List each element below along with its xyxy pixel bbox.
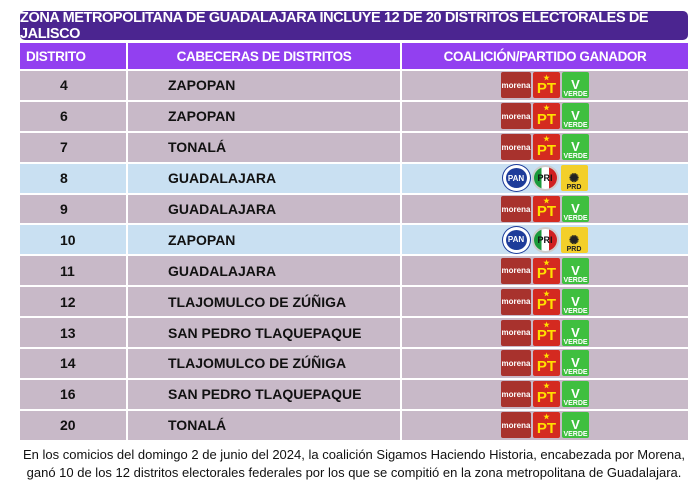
verde-logo-icon: V VERDE — [562, 134, 589, 161]
ganador-cell: morena ★ PT V VERDE — [402, 133, 688, 162]
distrito-cell: 11 — [20, 256, 128, 286]
pt-logo-icon: ★ PT — [533, 288, 560, 315]
pt-logo-icon: ★ PT — [533, 196, 560, 222]
morena-logo-icon: morena — [501, 319, 531, 346]
cabecera-cell: ZAPOPAN — [128, 101, 402, 131]
morena-logo-icon: morena — [501, 412, 531, 439]
verde-logo-icon: V VERDE — [562, 257, 589, 284]
distrito-cell: 6 — [20, 101, 128, 131]
ganador-cell: PAN PRI ✺ PRD — [402, 225, 688, 254]
table-row: 13 SAN PEDRO TLAQUEPAQUE morena ★ PT V VER… — [20, 318, 688, 350]
table-row: 4 ZAPOPAN morena ★ PT V VERDE — [20, 71, 688, 102]
morena-logo-icon: morena — [501, 103, 531, 130]
distrito-cell: 13 — [20, 318, 128, 348]
cabecera-cell: TONALÁ — [128, 410, 402, 440]
prd-logo-icon: ✺ PRD — [560, 226, 588, 253]
ganador-cell: morena ★ PT V VERDE — [402, 256, 688, 285]
morena-logo-icon: morena — [501, 381, 531, 408]
verde-logo-icon: V VERDE — [562, 196, 589, 222]
table-row: 11 GUADALAJARA morena ★ PT V VERDE — [20, 256, 688, 288]
pt-logo-icon: ★ PT — [533, 134, 560, 161]
cabecera-cell: SAN PEDRO TLAQUEPAQUE — [128, 318, 402, 348]
distrito-cell: 16 — [20, 379, 128, 409]
table-row: 8 GUADALAJARA PAN PRI ✺ PRD — [20, 163, 688, 195]
cabecera-cell: GUADALAJARA — [128, 256, 402, 286]
verde-logo-icon: V VERDE — [562, 381, 589, 408]
cabecera-cell: SAN PEDRO TLAQUEPAQUE — [128, 379, 402, 409]
table-row: 7 TONALÁ morena ★ PT V VERDE — [20, 132, 688, 164]
verde-logo-icon: V VERDE — [562, 319, 589, 346]
table-title: ZONA METROPOLITANA DE GUADALAJARA INCLUY… — [20, 10, 688, 42]
distrito-cell: 12 — [20, 287, 128, 317]
morena-logo-icon: morena — [501, 257, 531, 284]
prd-logo-icon: ✺ PRD — [560, 165, 588, 192]
cabecera-cell: GUADALAJARA — [128, 194, 402, 224]
table-row: 12 TLAJOMULCO DE ZÚÑIGA morena ★ PT V VERD… — [20, 287, 688, 319]
pri-logo-icon: PRI — [531, 165, 559, 192]
pan-logo-icon: PAN — [501, 225, 531, 254]
cabecera-cell: ZAPOPAN — [128, 71, 402, 100]
ganador-cell: morena ★ PT V VERDE — [402, 349, 688, 378]
table-row: 6 ZAPOPAN morena ★ PT V VERDE — [20, 101, 688, 133]
ganador-cell: morena ★ PT V VERDE — [402, 71, 688, 100]
ganador-cell: morena ★ PT V VERDE — [402, 102, 688, 131]
footer-note: En los comicios del domingo 2 de junio d… — [20, 446, 688, 482]
ganador-cell: PAN PRI ✺ PRD — [402, 164, 688, 193]
distrito-cell: 4 — [20, 71, 128, 100]
distrito-cell: 14 — [20, 349, 128, 378]
table-row: 14 TLAJOMULCO DE ZÚÑIGA morena ★ PT V VERD… — [20, 349, 688, 380]
ganador-cell: morena ★ PT V VERDE — [402, 287, 688, 316]
verde-logo-icon: V VERDE — [562, 72, 589, 99]
morena-logo-icon: morena — [501, 350, 531, 377]
header-distrito: DISTRITO — [20, 43, 128, 69]
morena-logo-icon: morena — [501, 288, 531, 315]
ganador-cell: morena ★ PT V VERDE — [402, 195, 688, 224]
cabecera-cell: ZAPOPAN — [128, 225, 402, 255]
header-ganador: COALICIÓN/PARTIDO GANADOR — [443, 48, 647, 64]
cabecera-cell: TLAJOMULCO DE ZÚÑIGA — [128, 349, 402, 378]
header-cabeceras: CABECERAS DE DISTRITOS — [128, 43, 402, 69]
pt-logo-icon: ★ PT — [533, 381, 560, 408]
cabecera-cell: GUADALAJARA — [128, 163, 402, 193]
morena-logo-icon: morena — [501, 134, 531, 161]
footer-line-1: En los comicios del domingo 2 de junio d… — [23, 447, 685, 462]
table-row: 20 TONALÁ morena ★ PT V VERDE — [20, 410, 688, 442]
verde-logo-icon: V VERDE — [562, 103, 589, 130]
distrito-cell: 9 — [20, 194, 128, 224]
pt-logo-icon: ★ PT — [533, 412, 560, 439]
cabecera-cell: TONALÁ — [128, 132, 402, 162]
distrito-cell: 8 — [20, 163, 128, 193]
ganador-cell: morena ★ PT V VERDE — [402, 411, 688, 440]
distrito-cell: 7 — [20, 132, 128, 162]
ganador-cell: morena ★ PT V VERDE — [402, 318, 688, 347]
morena-logo-icon: morena — [501, 72, 531, 99]
table-header: DISTRITO CABECERAS DE DISTRITOS COALICIÓ… — [20, 43, 688, 71]
districts-table: DISTRITO CABECERAS DE DISTRITOS COALICIÓ… — [20, 43, 688, 442]
pt-logo-icon: ★ PT — [533, 350, 560, 377]
pt-logo-icon: ★ PT — [533, 103, 560, 130]
distrito-cell: 20 — [20, 410, 128, 440]
pri-logo-icon: PRI — [531, 226, 559, 253]
pan-logo-icon: PAN — [501, 164, 531, 193]
verde-logo-icon: V VERDE — [562, 288, 589, 315]
pt-logo-icon: ★ PT — [533, 257, 560, 284]
verde-logo-icon: V VERDE — [562, 412, 589, 439]
table-row: 9 GUADALAJARA morena ★ PT V VERDE — [20, 194, 688, 226]
morena-logo-icon: morena — [501, 196, 531, 222]
footer-line-2: ganó 10 de los 12 distritos electorales … — [26, 465, 682, 480]
table-row: 10 ZAPOPAN PAN PRI ✺ PRD — [20, 225, 688, 257]
pt-logo-icon: ★ PT — [533, 319, 560, 346]
distrito-cell: 10 — [20, 225, 128, 255]
ganador-cell: morena ★ PT V VERDE — [402, 380, 688, 409]
pt-logo-icon: ★ PT — [533, 72, 560, 99]
verde-logo-icon: V VERDE — [562, 350, 589, 377]
cabecera-cell: TLAJOMULCO DE ZÚÑIGA — [128, 287, 402, 317]
table-row: 16 SAN PEDRO TLAQUEPAQUE morena ★ PT V VER… — [20, 379, 688, 411]
